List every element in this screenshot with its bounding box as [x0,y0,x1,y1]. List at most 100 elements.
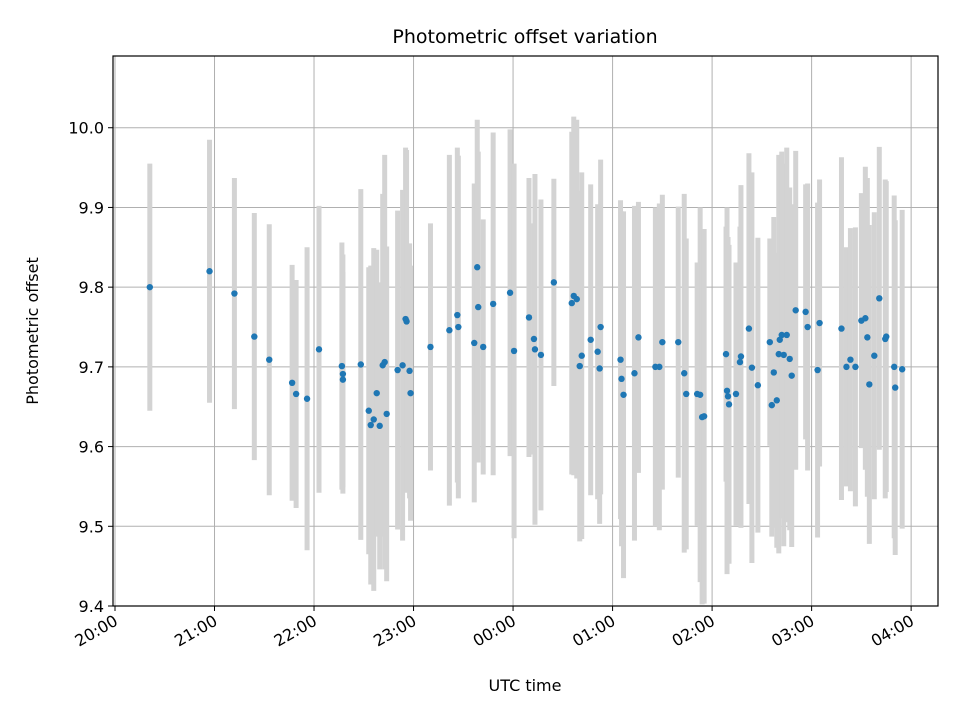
data-point [146,283,154,291]
data-point [780,351,787,359]
data-point [617,356,624,363]
data-point [898,366,906,373]
y-tick-label: 9.7 [79,358,104,377]
data-point [778,331,785,339]
data-point [866,381,873,388]
data-point [455,323,462,331]
data-point [576,362,583,370]
data-point [315,346,323,353]
y-tick-label: 9.4 [79,597,104,616]
data-point [206,268,213,275]
data-point [838,325,845,332]
data-point [525,314,533,321]
data-point [303,395,311,402]
data-point [407,389,414,397]
data-point [506,289,514,296]
data-point [568,299,575,307]
chart-title: Photometric offset variation [392,26,657,48]
data-point [745,325,753,332]
data-point [365,407,372,414]
data-point [773,397,780,404]
data-point [231,290,238,297]
data-point [816,319,823,327]
plot-frame [112,55,939,607]
data-point [251,333,258,340]
data-point [748,364,756,371]
data-point [475,303,482,311]
data-point [383,410,390,418]
data-point [876,295,883,302]
data-point [550,279,558,286]
data-point [635,334,642,341]
data-point [723,387,731,394]
data-point [754,382,762,389]
y-tick-label: 9.9 [79,198,104,217]
data-point [406,367,413,375]
data-point [618,375,625,383]
data-point [736,358,744,366]
data-point [737,353,745,360]
data-point [266,356,273,363]
data-point [399,362,406,369]
data-point [766,338,774,346]
data-point [847,356,854,363]
data-point [596,365,603,372]
data-point [339,370,347,378]
data-point [788,372,795,379]
data-point [597,323,604,331]
data-point [537,351,545,359]
data-point [530,335,538,343]
data-point [776,336,783,343]
data-point [675,338,682,346]
data-point [480,343,487,351]
y-tick-label: 10.0 [68,119,104,138]
data-point [892,384,899,391]
data-point [587,336,594,343]
data-point [376,422,383,430]
data-point [725,401,733,408]
data-point [891,363,898,371]
data-point [288,379,296,387]
data-point [446,327,453,334]
data-point [394,366,401,374]
data-point [474,264,481,271]
y-tick-label: 9.8 [79,278,104,297]
data-point [339,376,347,383]
data-point [367,421,374,429]
data-point [620,391,627,398]
data-point [804,323,811,331]
data-point [454,311,461,319]
data-point [659,338,666,346]
y-tick-label: 9.5 [79,517,104,536]
data-point [631,370,638,377]
data-point [531,346,539,353]
data-point [852,363,859,371]
data-point [578,352,585,359]
data-points [146,264,906,430]
data-point [783,331,790,339]
y-axis-title: Photometric offset [23,257,42,405]
data-point [681,370,688,377]
data-point [883,333,890,340]
data-point [862,315,869,322]
data-point [370,416,377,423]
data-point [786,355,793,363]
data-point [683,390,690,398]
data-point [843,363,850,371]
data-point [770,369,777,376]
data-point [471,339,478,347]
data-point [802,308,809,316]
data-point [489,300,497,308]
data-point [768,401,776,409]
data-point [722,350,730,358]
data-point [696,391,704,398]
y-axis: 9.4 9.5 9.6 9.7 9.8 9.9 10.0 [68,119,113,616]
data-point [732,390,740,398]
data-point [871,352,878,359]
data-point [292,390,300,398]
y-tick-label: 9.6 [79,438,104,457]
data-point [724,393,732,400]
data-point [427,343,434,351]
data-point [775,350,782,358]
